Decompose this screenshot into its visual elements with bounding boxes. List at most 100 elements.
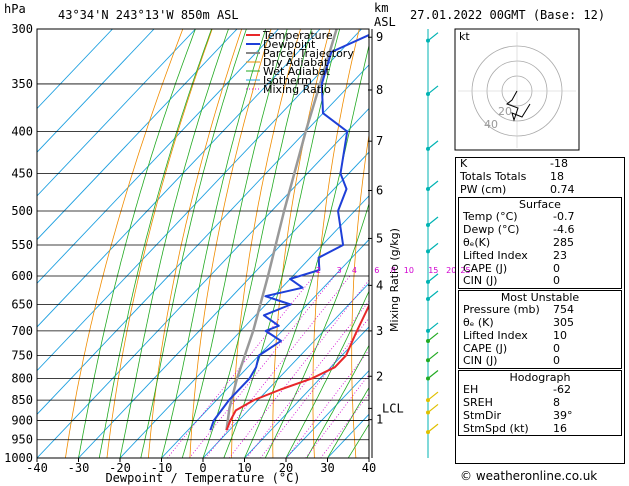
- isotherm: [244, 326, 369, 458]
- pressure-unit-label: hPa: [4, 2, 26, 16]
- most-unstable-row: θₑ (K) 305: [459, 316, 621, 330]
- row-value: 10: [553, 328, 567, 342]
- surface-row: Dewp (°C) -4.6: [459, 223, 621, 237]
- row-value: 23: [553, 248, 567, 262]
- pressure-tick-label: 700: [11, 324, 33, 338]
- mixing-ratio-label: 10: [404, 266, 414, 275]
- pressure-tick-label: 900: [11, 413, 33, 427]
- copyright-footer[interactable]: © weatheronline.co.uk: [460, 469, 598, 483]
- pressure-tick-label: 600: [11, 269, 33, 283]
- row-label: CAPE (J): [463, 261, 508, 275]
- most-unstable-row: Lifted Index 10: [459, 328, 621, 343]
- isotherm: [37, 29, 113, 110]
- surface-row: CIN (J) 0: [459, 275, 621, 288]
- parcel-trajectory-line: [225, 29, 338, 431]
- pressure-tick-label: 450: [11, 166, 33, 180]
- pressure-tick-label: 400: [11, 125, 33, 139]
- row-label: PW (cm): [460, 182, 507, 196]
- mixing-ratio-line: [246, 300, 369, 458]
- legend-label: Parcel Trajectory: [263, 47, 354, 60]
- row-value: -18: [550, 157, 568, 170]
- x-tick-label: 30: [320, 461, 334, 475]
- altitude-tick-label: 6: [376, 183, 383, 197]
- isotherm: [37, 29, 321, 328]
- pressure-tick-label: 650: [11, 298, 33, 312]
- mixing-ratio-label: 2: [316, 266, 321, 275]
- stability-indices: K -18 Totals Totals 18 PW (cm) 0.74: [456, 157, 624, 196]
- legend-label: Wet Adiabat: [263, 65, 331, 78]
- row-value: 8: [553, 395, 560, 409]
- mixing-ratio-axis-label: Mixing Ratio (g/kg): [388, 228, 401, 332]
- wind-barb-icon: [427, 180, 439, 190]
- legend-label: Mixing Ratio: [263, 83, 331, 96]
- row-value: 0: [553, 341, 560, 355]
- mixing-ratio-label: 25: [460, 266, 470, 275]
- row-label: SREH: [463, 395, 493, 409]
- isotherm: [37, 29, 279, 284]
- row-label: Lifted Index: [463, 248, 528, 262]
- isotherm: [119, 195, 369, 458]
- row-label: Totals Totals: [460, 169, 527, 183]
- index-row: K -18: [456, 157, 624, 171]
- mixing-ratio-label: 15: [428, 266, 438, 275]
- row-value: 18: [550, 169, 564, 183]
- pressure-tick-label: 850: [11, 393, 33, 407]
- row-label: EH: [463, 383, 479, 397]
- most-unstable-row: CAPE (J) 0: [459, 341, 621, 356]
- pressure-tick-label: 800: [11, 371, 33, 385]
- altitude-tick-label: 2: [376, 369, 383, 383]
- altitude-tick-label: 4: [376, 278, 383, 292]
- row-value: 0: [553, 354, 560, 368]
- hodograph-section: Hodograph EH -62 SREH 8 StmDir 39° StmSpd (kt)…: [458, 370, 622, 437]
- wet-adiabat: [140, 29, 247, 458]
- mixing-ratio-label: 6: [374, 266, 379, 275]
- isotherm: [37, 29, 238, 241]
- wind-barb-icon: [427, 216, 439, 226]
- row-label: K: [460, 157, 468, 170]
- isotherm: [37, 29, 362, 372]
- x-axis-label: Dewpoint / Temperature (°C): [105, 471, 300, 485]
- wet-adiabat: [78, 29, 196, 458]
- mixing-ratio-line: [286, 349, 369, 458]
- row-value: 0: [553, 274, 560, 288]
- x-tick-label: -40: [26, 461, 48, 475]
- pressure-tick-label: 750: [11, 348, 33, 362]
- most-unstable-title: Most Unstable: [500, 291, 580, 305]
- isotherm: [285, 369, 369, 458]
- dewpoint-line: [209, 33, 369, 431]
- wind-barb-icon: [427, 242, 439, 252]
- row-label: θₑ(K): [463, 235, 491, 249]
- wind-barb-icon: [427, 290, 439, 300]
- hodograph-row: EH -62: [459, 383, 621, 397]
- mixing-ratio-line: [205, 275, 351, 458]
- row-value: 285: [553, 235, 574, 249]
- mixing-ratio-line: [305, 373, 369, 458]
- row-label: CIN (J): [463, 354, 498, 368]
- row-label: Pressure (mb): [463, 303, 540, 317]
- surface-title: Surface: [519, 198, 561, 212]
- row-value: 16: [553, 421, 567, 435]
- isotherm: [37, 29, 155, 153]
- row-label: Temp (°C): [463, 210, 518, 224]
- most-unstable-section: Most Unstable Pressure (mb) 754 θₑ (K) 305 L…: [458, 290, 622, 370]
- isotherm: [37, 64, 369, 415]
- x-tick-label: -10: [151, 461, 173, 475]
- row-value: -4.6: [553, 223, 575, 237]
- mixing-ratio-label: 4: [352, 266, 357, 275]
- wind-barb-icon: [427, 370, 439, 379]
- pressure-tick-label: 1000: [4, 451, 33, 465]
- altitude-ref-label: ASL: [374, 15, 396, 29]
- plot-area: [37, 29, 369, 458]
- x-tick-label: 40: [362, 461, 376, 475]
- index-row: Totals Totals 18: [456, 169, 624, 184]
- altitude-tick-label: 7: [376, 134, 383, 148]
- mixing-ratio-line: [228, 279, 369, 458]
- pressure-tick-label: 300: [11, 22, 33, 36]
- x-tick-label: 0: [199, 461, 206, 475]
- altitude-tick-label: 1: [376, 413, 383, 427]
- wind-barb-icon: [427, 140, 439, 150]
- wind-barb-icon: [427, 85, 439, 95]
- pressure-tick-label: 350: [11, 77, 33, 91]
